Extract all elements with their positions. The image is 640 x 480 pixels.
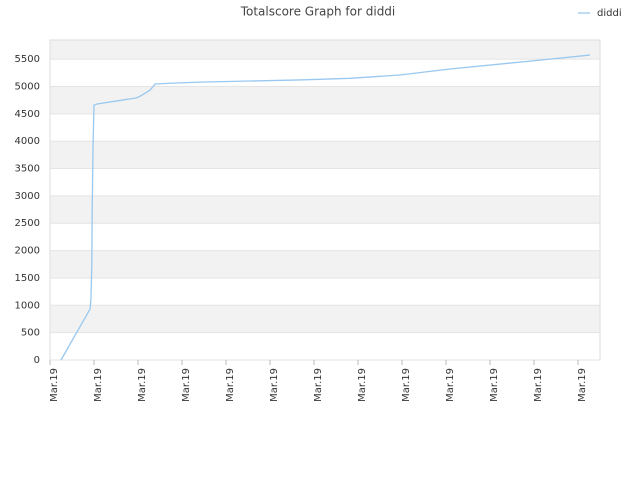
x-tick-label: Mar.19	[489, 368, 500, 402]
chart-title: Totalscore Graph for diddi	[240, 5, 396, 19]
data-line	[60, 54, 590, 361]
x-tick-label: Mar.19	[533, 368, 544, 402]
plot-band	[50, 40, 600, 60]
y-tick-label: 5500	[15, 54, 40, 65]
plot-band	[50, 141, 600, 169]
y-tick-label: 1000	[15, 300, 40, 311]
x-tick-label: Mar.19	[181, 368, 192, 402]
legend-label: diddi	[597, 8, 622, 19]
plot-band	[50, 305, 600, 333]
x-tick-label: Mar.19	[577, 368, 588, 402]
y-tick-label: 2000	[15, 246, 40, 257]
x-tick-label: Mar.19	[225, 368, 236, 402]
x-tick-label: Mar.19	[357, 368, 368, 402]
x-tick-label: Mar.19	[401, 368, 412, 402]
plot-band	[50, 113, 600, 142]
x-tick-label: Mar.19	[137, 368, 148, 402]
y-tick-label: 4500	[15, 109, 40, 120]
plot-band	[50, 250, 600, 278]
x-tick-label: Mar.19	[93, 368, 104, 402]
x-tick-label: Mar.19	[313, 368, 324, 402]
plot-band	[50, 277, 600, 306]
y-tick-label: 2500	[15, 218, 40, 229]
y-tick-label: 5000	[15, 81, 40, 92]
plot-band	[50, 168, 600, 196]
plot-band	[50, 59, 600, 87]
plot-band	[50, 195, 600, 224]
x-tick-label: Mar.19	[49, 368, 60, 402]
plot-band	[50, 86, 600, 114]
y-tick-label: 3500	[15, 164, 40, 175]
y-tick-label: 3000	[15, 191, 40, 202]
y-tick-label: 1500	[15, 273, 40, 284]
x-tick-label: Mar.19	[269, 368, 280, 402]
y-tick-label: 4000	[15, 136, 40, 147]
plot-band	[50, 332, 600, 360]
plot-band	[50, 223, 600, 251]
y-tick-label: 0	[34, 355, 40, 366]
x-tick-label: Mar.19	[445, 368, 456, 402]
y-tick-label: 500	[21, 328, 40, 339]
